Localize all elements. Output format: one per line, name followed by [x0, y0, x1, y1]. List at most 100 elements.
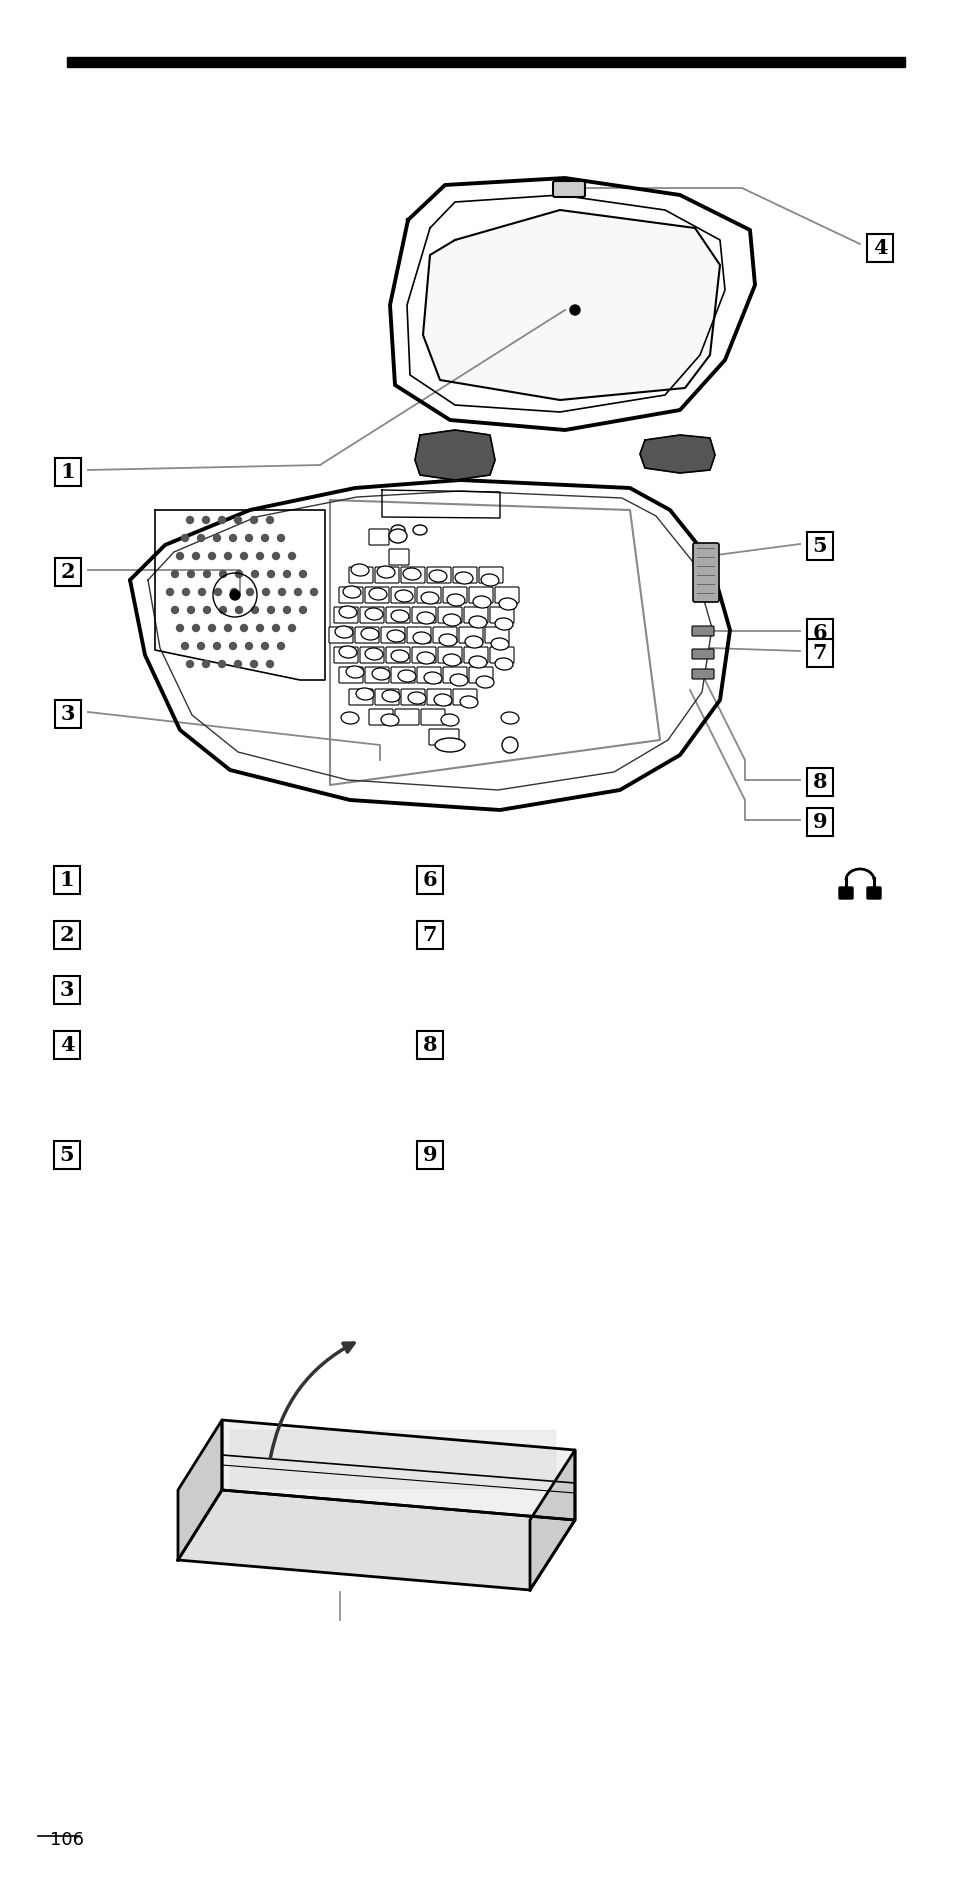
FancyBboxPatch shape — [369, 710, 393, 725]
Text: 8: 8 — [812, 771, 826, 792]
FancyBboxPatch shape — [338, 666, 363, 683]
Circle shape — [209, 552, 215, 559]
Ellipse shape — [338, 646, 356, 659]
FancyBboxPatch shape — [338, 588, 363, 603]
Ellipse shape — [480, 574, 498, 586]
FancyBboxPatch shape — [806, 807, 832, 835]
FancyBboxPatch shape — [365, 588, 389, 603]
Circle shape — [203, 606, 211, 614]
Ellipse shape — [355, 689, 374, 700]
FancyBboxPatch shape — [463, 606, 488, 623]
FancyBboxPatch shape — [416, 865, 442, 893]
FancyBboxPatch shape — [553, 180, 584, 197]
Circle shape — [197, 642, 204, 649]
Polygon shape — [639, 435, 714, 473]
Circle shape — [240, 552, 247, 559]
Circle shape — [294, 589, 301, 595]
Text: 4: 4 — [872, 238, 886, 257]
Ellipse shape — [438, 634, 456, 646]
FancyBboxPatch shape — [866, 235, 892, 263]
Text: 9: 9 — [422, 1145, 436, 1166]
Circle shape — [266, 516, 274, 524]
Ellipse shape — [413, 633, 431, 644]
FancyBboxPatch shape — [478, 567, 502, 584]
Circle shape — [186, 516, 193, 524]
FancyBboxPatch shape — [359, 648, 384, 663]
Ellipse shape — [473, 597, 491, 608]
FancyBboxPatch shape — [54, 1030, 80, 1059]
Circle shape — [252, 606, 258, 614]
Circle shape — [230, 535, 236, 541]
Circle shape — [310, 589, 317, 595]
Ellipse shape — [408, 693, 426, 704]
FancyBboxPatch shape — [437, 606, 461, 623]
Polygon shape — [530, 1451, 575, 1590]
Circle shape — [299, 606, 306, 614]
Circle shape — [181, 642, 189, 649]
Circle shape — [209, 625, 215, 631]
FancyBboxPatch shape — [380, 627, 405, 644]
Ellipse shape — [391, 610, 409, 621]
FancyBboxPatch shape — [484, 627, 509, 644]
Polygon shape — [230, 1430, 555, 1488]
Circle shape — [203, 571, 211, 578]
Text: 2: 2 — [61, 561, 75, 582]
Circle shape — [224, 552, 232, 559]
Circle shape — [245, 642, 253, 649]
Ellipse shape — [335, 625, 353, 638]
Circle shape — [214, 589, 221, 595]
Circle shape — [251, 516, 257, 524]
Ellipse shape — [381, 691, 399, 702]
FancyBboxPatch shape — [369, 529, 389, 544]
Circle shape — [240, 625, 247, 631]
Ellipse shape — [469, 655, 486, 668]
FancyBboxPatch shape — [420, 710, 444, 725]
FancyBboxPatch shape — [391, 588, 415, 603]
Circle shape — [273, 552, 279, 559]
Circle shape — [266, 661, 274, 668]
Polygon shape — [178, 1421, 222, 1560]
Polygon shape — [130, 481, 729, 811]
FancyBboxPatch shape — [469, 588, 493, 603]
Circle shape — [234, 661, 241, 668]
Text: 5: 5 — [812, 537, 826, 556]
FancyBboxPatch shape — [429, 728, 458, 745]
FancyBboxPatch shape — [806, 531, 832, 559]
Circle shape — [256, 625, 263, 631]
FancyBboxPatch shape — [400, 567, 424, 584]
Ellipse shape — [459, 696, 477, 708]
Circle shape — [198, 589, 205, 595]
Text: 6: 6 — [812, 623, 826, 644]
Ellipse shape — [372, 668, 390, 679]
FancyBboxPatch shape — [407, 627, 431, 644]
Ellipse shape — [442, 653, 460, 666]
Ellipse shape — [420, 591, 438, 604]
FancyBboxPatch shape — [416, 1141, 442, 1169]
Circle shape — [230, 589, 240, 601]
Ellipse shape — [416, 612, 435, 623]
Ellipse shape — [495, 659, 513, 670]
Circle shape — [231, 589, 237, 595]
Ellipse shape — [491, 638, 509, 649]
Ellipse shape — [376, 567, 395, 578]
Circle shape — [167, 589, 173, 595]
Circle shape — [186, 661, 193, 668]
FancyBboxPatch shape — [691, 668, 713, 679]
Circle shape — [267, 571, 274, 578]
Text: 5: 5 — [60, 1145, 74, 1166]
Circle shape — [176, 625, 183, 631]
Circle shape — [193, 552, 199, 559]
FancyBboxPatch shape — [427, 689, 451, 706]
Ellipse shape — [360, 629, 378, 640]
FancyBboxPatch shape — [469, 666, 493, 683]
FancyBboxPatch shape — [458, 627, 482, 644]
Ellipse shape — [447, 593, 464, 606]
Circle shape — [251, 661, 257, 668]
Circle shape — [193, 625, 199, 631]
FancyBboxPatch shape — [334, 648, 357, 663]
FancyBboxPatch shape — [806, 638, 832, 666]
Ellipse shape — [435, 738, 464, 753]
Text: 3: 3 — [60, 980, 74, 1000]
Bar — [67, 56, 904, 68]
FancyBboxPatch shape — [416, 1030, 442, 1059]
